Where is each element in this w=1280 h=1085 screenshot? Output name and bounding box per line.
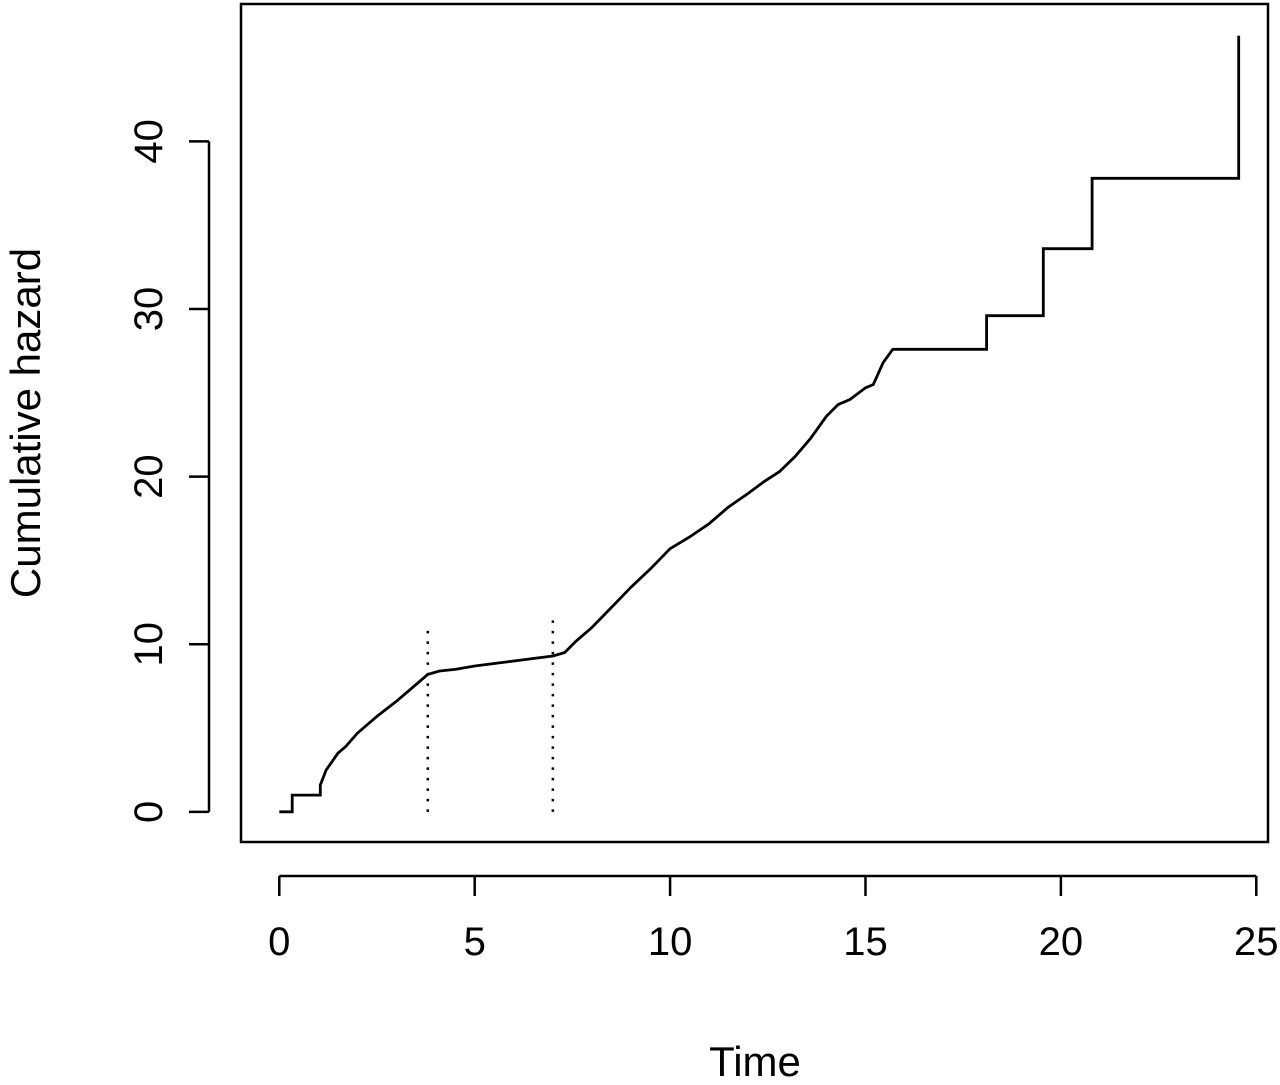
- y-tick-label: 10: [127, 622, 171, 667]
- x-axis: 0 5 10 15 20 25: [268, 874, 1279, 964]
- y-tick-label: 20: [127, 454, 171, 499]
- x-tick-label: 15: [843, 920, 888, 964]
- cumulative-hazard-line: [279, 35, 1241, 814]
- y-tick-label: 0: [127, 801, 171, 823]
- x-axis-label: Time: [709, 1038, 801, 1085]
- y-tick-label: 30: [127, 287, 171, 332]
- x-tick-label: 25: [1234, 920, 1279, 964]
- series-group: [279, 35, 1241, 814]
- y-tick-label: 40: [127, 119, 171, 164]
- x-tick-label: 0: [268, 920, 290, 964]
- reference-lines: [426, 612, 555, 812]
- plot-frame: [239, 2, 1270, 844]
- y-axis-label: Cumulative hazard: [2, 248, 49, 598]
- y-axis: 0 10 20 30 40: [127, 119, 211, 823]
- x-tick-label: 10: [648, 920, 693, 964]
- x-tick-label: 5: [464, 920, 486, 964]
- x-tick-label: 20: [1039, 920, 1084, 964]
